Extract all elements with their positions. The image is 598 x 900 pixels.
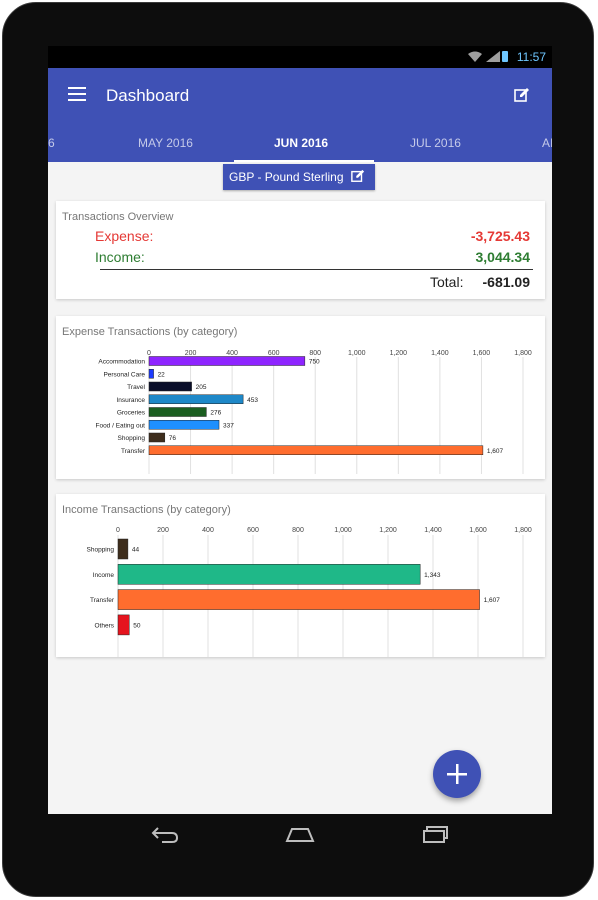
tick-label: 400: [202, 527, 214, 534]
overview-divider: [100, 269, 533, 270]
data-label: 1,343: [424, 572, 441, 579]
tick-label: 1,200: [379, 527, 397, 534]
tick-label: 200: [185, 350, 197, 357]
tab-indicator: [234, 160, 374, 162]
tick-label: 600: [268, 350, 280, 357]
bar: [148, 356, 306, 366]
screen: 11:57 Dashboard 6 MAY 2016 JUN 2016 JUL …: [48, 46, 552, 814]
tick-label: 1,800: [514, 527, 532, 534]
income-chart-card: Income Transactions (by category) 0 200 40…: [56, 494, 545, 657]
bar: [148, 432, 166, 443]
income-value: 3,044.34: [475, 249, 531, 265]
tab-may-2016[interactable]: MAY 2016: [138, 136, 193, 150]
plus-icon: [447, 764, 467, 784]
month-tabs: 6 MAY 2016 JUN 2016 JUL 2016 AI: [48, 124, 552, 162]
tick-label: 1,000: [348, 350, 366, 357]
system-nav-bar: [0, 814, 598, 854]
category-label: Personal Care: [103, 371, 145, 378]
data-label: 44: [132, 547, 140, 554]
expense-value: -3,725.43: [470, 228, 530, 244]
tick-label: 200: [157, 527, 169, 534]
data-label: 337: [223, 422, 234, 429]
overview-title: Transactions Overview: [62, 211, 174, 223]
tick-label: 1,000: [334, 527, 352, 534]
category-label: Food / Eating out: [95, 422, 145, 429]
edit-icon: [351, 169, 365, 182]
tab-jun-2016[interactable]: JUN 2016: [274, 136, 329, 150]
bar: [117, 589, 480, 610]
tab-next-partial[interactable]: AI: [542, 136, 552, 150]
category-label: Others: [94, 622, 114, 629]
data-label: 50: [133, 622, 141, 629]
bar: [117, 564, 421, 585]
data-label: 750: [309, 359, 320, 366]
tick-label: 800: [309, 350, 321, 357]
home-icon[interactable]: [284, 823, 316, 845]
category-label: Shopping: [87, 547, 115, 554]
data-label: 276: [210, 410, 221, 417]
data-label: 205: [196, 384, 207, 391]
expense-chart: 0 200 400 600 800 1,000 1,200 1,400 1,600 1,800 Ac…: [95, 350, 532, 474]
category-label: Groceries: [117, 410, 146, 417]
tick-label: 400: [226, 350, 238, 357]
currency-label: GBP - Pound Sterling: [229, 170, 344, 184]
tick-label: 600: [247, 527, 259, 534]
recents-icon[interactable]: [422, 825, 450, 843]
edit-icon[interactable]: [514, 87, 530, 103]
status-bar: 11:57: [48, 46, 552, 68]
data-label: 1,607: [487, 448, 504, 455]
bar: [148, 407, 207, 417]
income-chart-title: Income Transactions (by category): [62, 504, 231, 516]
tick-label: 1,600: [469, 527, 487, 534]
tick-label: 1,200: [390, 350, 408, 357]
bar: [117, 538, 129, 560]
add-transaction-button[interactable]: [433, 750, 481, 798]
total-label: Total:: [430, 274, 464, 290]
tick-label: 1,800: [514, 350, 532, 357]
tick-label: 0: [116, 527, 120, 534]
income-chart: 0 200 400 600 800 1,000 1,200 1,400 1,600 1,800 Sh…: [87, 527, 532, 657]
hamburger-icon[interactable]: [68, 87, 86, 101]
tab-prev-partial[interactable]: 6: [48, 136, 55, 150]
data-label: 22: [158, 371, 166, 378]
expense-chart-title: Expense Transactions (by category): [62, 326, 238, 338]
overview-card: Transactions Overview Expense: -3,725.43…: [56, 201, 545, 299]
data-label: 76: [169, 435, 177, 442]
category-label: Income: [93, 572, 115, 579]
bar: [148, 381, 192, 392]
tick-label: 1,600: [473, 350, 491, 357]
wifi-icon: [468, 51, 482, 62]
page-title: Dashboard: [106, 86, 190, 105]
tick-label: 1,400: [424, 527, 442, 534]
data-label: 453: [247, 397, 258, 404]
data-label: 1,607: [484, 597, 501, 604]
back-icon[interactable]: [150, 824, 180, 844]
expense-label: Expense:: [95, 228, 154, 244]
income-label: Income:: [95, 249, 145, 265]
tick-label: 1,400: [431, 350, 449, 357]
tick-label: 800: [292, 527, 304, 534]
category-label: Shopping: [118, 435, 146, 442]
expense-chart-card: Expense Transactions (by category) 0 200 4…: [56, 316, 545, 479]
category-label: Travel: [127, 384, 145, 391]
bar: [117, 614, 130, 636]
bar: [148, 394, 244, 404]
battery-icon: [502, 51, 508, 62]
tick-label: 0: [147, 350, 151, 357]
signal-icon: [486, 51, 500, 62]
category-label: Transfer: [90, 597, 115, 604]
bar: [148, 369, 154, 379]
tab-jul-2016[interactable]: JUL 2016: [410, 136, 461, 150]
status-time: 11:57: [516, 50, 546, 64]
category-label: Accommodation: [98, 359, 145, 366]
currency-button[interactable]: GBP - Pound Sterling: [223, 164, 375, 190]
bar: [148, 420, 220, 430]
bar: [148, 445, 484, 455]
app-bar: Dashboard: [48, 68, 552, 124]
category-label: Insurance: [116, 397, 145, 404]
total-value: -681.09: [482, 274, 530, 290]
category-label: Transfer: [121, 448, 146, 455]
